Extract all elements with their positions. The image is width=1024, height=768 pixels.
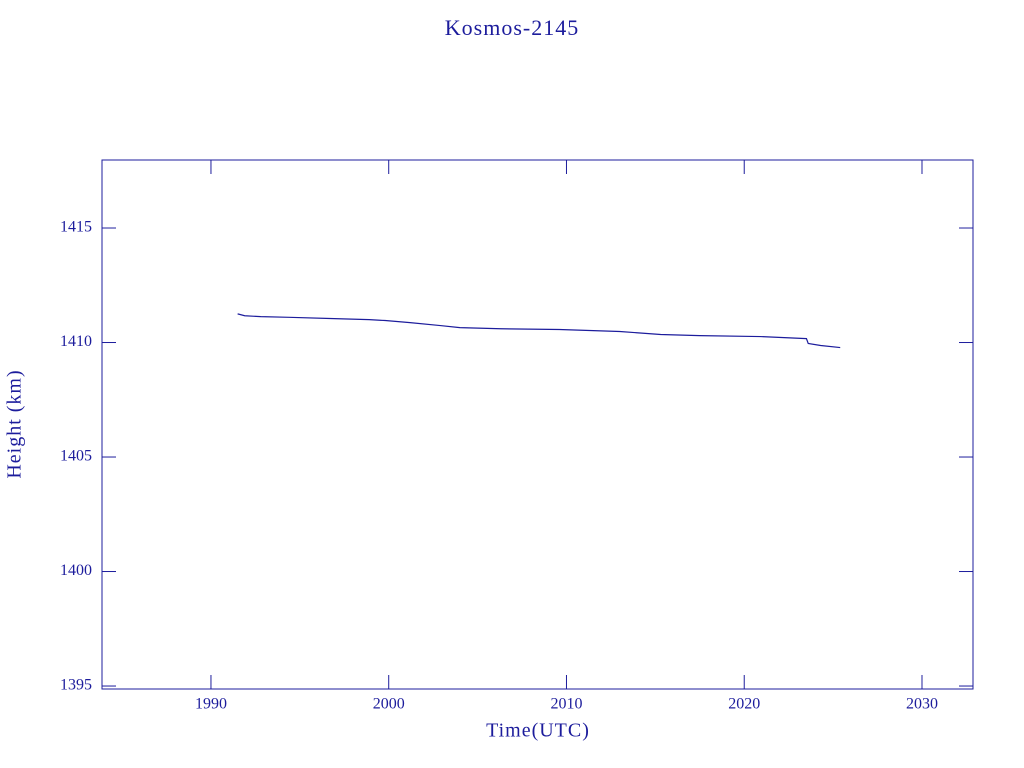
y-axis-label: Height (km) bbox=[4, 369, 26, 478]
x-axis-label: Time(UTC) bbox=[486, 720, 590, 742]
y-tick-label: 1410 bbox=[60, 333, 92, 350]
x-tick-label: 2030 bbox=[906, 696, 938, 713]
x-tick-label: 2000 bbox=[373, 696, 405, 713]
y-tick-label: 1405 bbox=[60, 448, 92, 465]
x-tick-label: 2010 bbox=[550, 696, 582, 713]
y-tick-label: 1415 bbox=[60, 219, 92, 236]
y-tick-label: 1400 bbox=[60, 562, 92, 579]
x-tick-label: 2020 bbox=[728, 696, 760, 713]
plot-frame bbox=[101, 159, 974, 690]
chart-title: Kosmos-2145 bbox=[445, 15, 579, 40]
x-tick-label: 1990 bbox=[195, 696, 227, 713]
y-tick-label: 1395 bbox=[60, 677, 92, 694]
data-line bbox=[237, 313, 841, 349]
